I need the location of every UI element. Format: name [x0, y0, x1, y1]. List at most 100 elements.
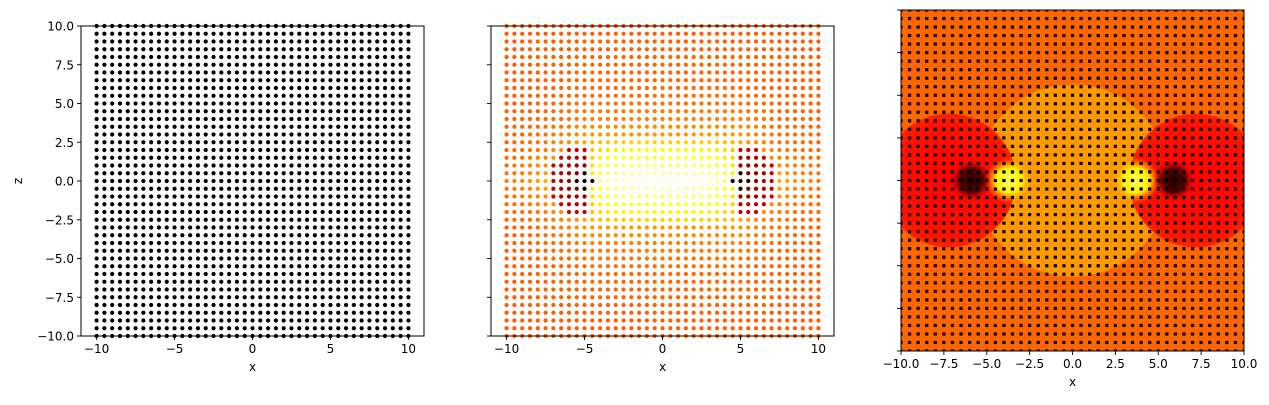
data-point	[785, 311, 789, 315]
data-point	[770, 163, 774, 167]
data-point	[282, 109, 286, 113]
data-point	[204, 295, 208, 299]
data-point	[684, 55, 688, 59]
data-point	[118, 210, 122, 214]
data-point	[715, 140, 719, 144]
data-point	[336, 241, 340, 245]
grid-marker	[1225, 281, 1228, 284]
data-point	[621, 70, 625, 74]
grid-marker	[1037, 315, 1040, 318]
data-point	[614, 171, 618, 175]
grid-marker	[1208, 187, 1211, 190]
grid-marker	[1191, 187, 1194, 190]
data-point	[567, 225, 571, 229]
grid-marker	[985, 25, 988, 28]
data-point	[551, 47, 555, 51]
data-point	[793, 179, 797, 183]
data-point	[738, 132, 742, 136]
data-point	[785, 94, 789, 98]
data-point	[606, 272, 610, 276]
data-point	[793, 94, 797, 98]
grid-marker	[1071, 94, 1074, 97]
grid-marker	[934, 60, 937, 63]
grid-marker	[1097, 307, 1100, 310]
data-point	[575, 280, 579, 284]
grid-marker	[1217, 162, 1220, 165]
grid-marker	[959, 68, 962, 71]
data-point	[762, 218, 766, 222]
grid-marker	[1037, 25, 1040, 28]
data-point	[816, 101, 820, 105]
data-point	[614, 187, 618, 191]
grid-marker	[1097, 290, 1100, 293]
data-point	[165, 249, 169, 253]
data-point	[629, 233, 633, 237]
data-point	[375, 264, 379, 268]
grid-marker	[1148, 25, 1151, 28]
data-point	[110, 280, 114, 284]
data-point	[715, 241, 719, 245]
data-point	[715, 47, 719, 51]
grid-marker	[1174, 25, 1177, 28]
data-point	[551, 132, 555, 136]
data-point	[149, 94, 153, 98]
data-point	[692, 295, 696, 299]
data-point	[297, 287, 301, 291]
data-point	[406, 78, 410, 82]
grid-marker	[1071, 196, 1074, 199]
data-point	[676, 218, 680, 222]
data-point	[746, 264, 750, 268]
data-point	[707, 63, 711, 67]
data-point	[590, 132, 594, 136]
data-point	[180, 303, 184, 307]
data-point	[313, 280, 317, 284]
grid-marker	[1174, 94, 1177, 97]
grid-marker	[1140, 43, 1143, 46]
grid-marker	[1182, 136, 1185, 139]
data-point	[754, 256, 758, 260]
data-point	[141, 78, 145, 82]
data-point	[567, 287, 571, 291]
data-point	[692, 39, 696, 43]
grid-marker	[1200, 239, 1203, 242]
grid-marker	[1054, 315, 1057, 318]
data-point	[157, 125, 161, 129]
data-point	[645, 55, 649, 59]
grid-marker	[1011, 187, 1014, 190]
grid-marker	[1122, 145, 1125, 148]
data-point	[723, 70, 727, 74]
data-point	[258, 187, 262, 191]
data-point	[227, 264, 231, 268]
data-point	[118, 125, 122, 129]
panel-2-y-ticks	[487, 26, 491, 336]
data-point	[762, 171, 766, 175]
data-point	[344, 311, 348, 315]
data-point	[629, 264, 633, 268]
data-point	[188, 303, 192, 307]
grid-marker	[1165, 51, 1168, 54]
data-point	[637, 109, 641, 113]
data-point	[816, 249, 820, 253]
data-point	[328, 94, 332, 98]
grid-marker	[1182, 162, 1185, 165]
data-point	[219, 295, 223, 299]
data-point	[551, 241, 555, 245]
panel-2: −10 −5 0 5 10 x	[487, 24, 834, 374]
data-point	[590, 70, 594, 74]
data-point	[637, 101, 641, 105]
grid-marker	[1097, 77, 1100, 80]
data-point	[707, 47, 711, 51]
grid-marker	[1045, 341, 1048, 344]
grid-marker	[1182, 128, 1185, 131]
data-point	[699, 148, 703, 152]
data-point	[94, 225, 98, 229]
data-point	[110, 249, 114, 253]
data-point	[336, 117, 340, 121]
data-point	[391, 194, 395, 198]
grid-marker	[934, 94, 937, 97]
data-point	[204, 225, 208, 229]
data-point	[235, 202, 239, 206]
grid-marker	[1045, 230, 1048, 233]
data-point	[297, 156, 301, 160]
